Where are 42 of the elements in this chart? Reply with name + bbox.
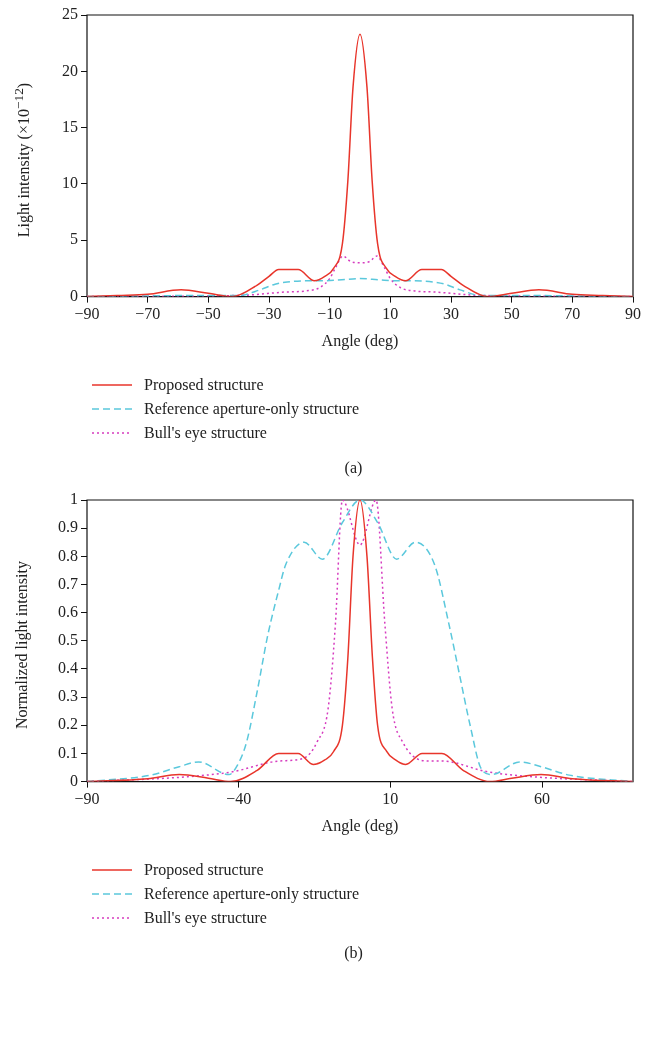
x-tick-label: 70 [564, 305, 581, 323]
y-tick-label: 0.7 [58, 574, 78, 592]
x-tick-label: −70 [135, 305, 161, 323]
legend-label: Proposed structure [144, 376, 264, 394]
x-axis-title: Angle (deg) [321, 816, 399, 835]
x-tick-label: 60 [534, 790, 550, 808]
y-tick-label: 5 [70, 230, 78, 248]
legend-label: Bull's eye structure [144, 424, 267, 442]
legend-label: Bull's eye structure [144, 909, 267, 927]
x-tick-label: −30 [256, 305, 282, 323]
y-tick-label: 0.4 [58, 659, 78, 677]
x-tick-label: −90 [74, 790, 100, 808]
y-tick-label: 0.5 [58, 631, 78, 648]
text: (a) [343, 459, 364, 477]
legend-label: Reference aperture-only structure [144, 885, 359, 903]
x-tick-label: −40 [226, 790, 252, 808]
legend-label: Reference aperture-only structure [144, 400, 359, 418]
y-tick-label: 0.3 [58, 687, 78, 705]
y-tick-label: 20 [62, 61, 78, 79]
y-tick-label: 0.9 [58, 518, 78, 536]
x-tick-label: 90 [625, 305, 641, 323]
y-axis-title: Normalized light intensity [13, 561, 31, 729]
x-tick-label: −10 [317, 305, 343, 323]
y-tick-label: 0.1 [58, 743, 78, 761]
x-tick-label: 30 [443, 305, 459, 323]
y-tick-label: 0.8 [58, 546, 78, 564]
text: (b) [343, 944, 364, 962]
legend-label: Proposed structure [144, 861, 264, 879]
y-tick-label: 15 [62, 117, 78, 135]
y-tick-label: 0 [70, 771, 78, 789]
x-tick-label: −50 [195, 305, 221, 323]
y-tick-label: 10 [62, 174, 78, 192]
y-tick-label: 0.2 [58, 715, 78, 733]
x-tick-label: −90 [74, 305, 100, 323]
x-tick-label: 10 [382, 790, 399, 808]
y-tick-label: 1 [70, 490, 78, 508]
x-axis-title: Angle (deg) [321, 331, 399, 350]
x-tick-label: 10 [382, 305, 399, 323]
y-tick-label: 25 [62, 5, 78, 23]
x-tick-label: 50 [503, 305, 520, 323]
y-tick-label: 0 [70, 286, 78, 304]
y-tick-label: 0.6 [58, 602, 78, 620]
